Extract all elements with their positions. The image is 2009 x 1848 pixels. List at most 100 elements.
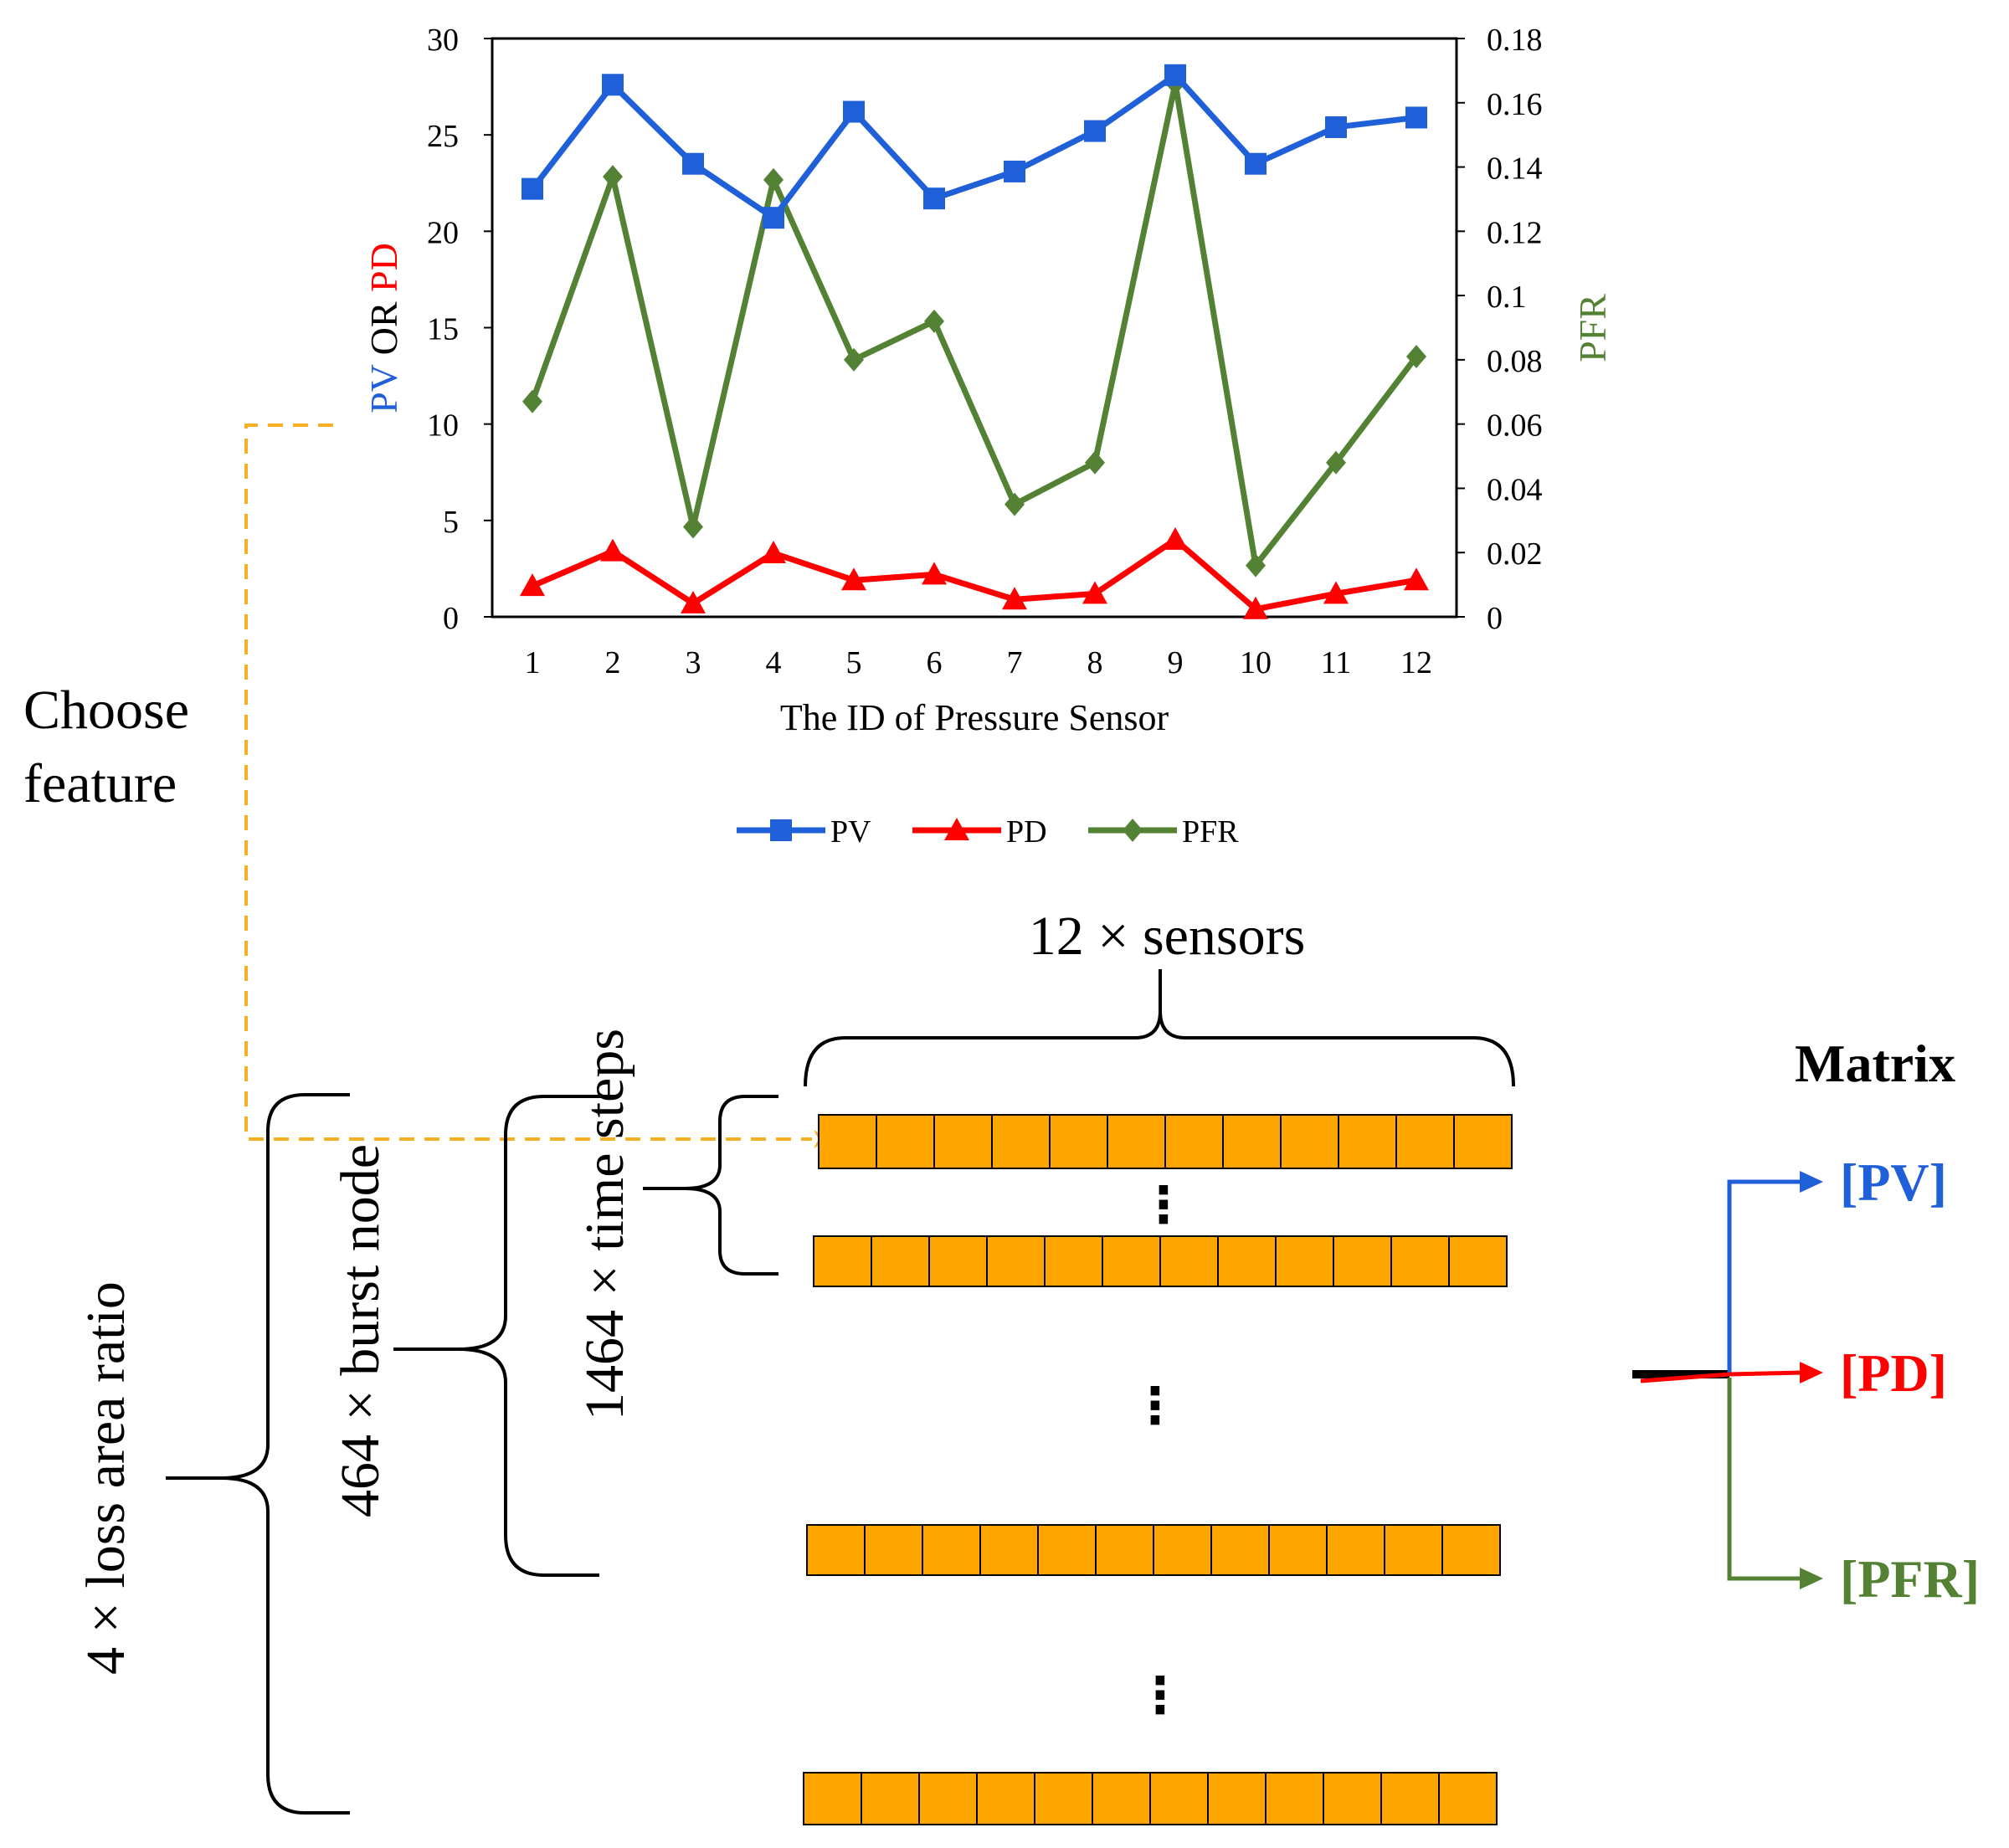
data-point-pfr <box>1085 450 1105 475</box>
left-axis-label: PV OR PD <box>362 243 405 413</box>
data-structure-diagram: Choose feature 12 × sensors 1464 × time … <box>23 424 1980 1825</box>
series-line-pv <box>530 72 1417 221</box>
plot-area-frame <box>491 37 1458 619</box>
data-point-pfr <box>763 167 784 192</box>
matrix-cell <box>876 1114 935 1169</box>
right-axis-ticks: 0 0.02 0.04 0.06 0.08 0.1 0.12 0.14 0.16 0.18 <box>1457 23 1543 636</box>
data-point-pd <box>1404 567 1429 591</box>
loss-area-label: 4 × loss area ratio <box>75 1281 136 1675</box>
x-tick-label: 7 <box>1007 645 1023 680</box>
matrix-cell <box>1049 1114 1108 1169</box>
matrix-cell <box>1268 1524 1328 1576</box>
burst-node-label: 464 × burst node <box>330 1144 391 1517</box>
legend-marker <box>944 818 969 840</box>
legend-item-pfr: PFR <box>1088 814 1239 850</box>
data-point-pd <box>1002 587 1027 610</box>
matrix-cell <box>1095 1524 1154 1576</box>
matrix-cell <box>1275 1235 1334 1287</box>
feature-connector-line <box>244 424 812 1141</box>
data-point-pd <box>761 540 786 563</box>
x-tick-label: 8 <box>1087 645 1103 680</box>
x-tick-label: 3 <box>686 645 701 680</box>
data-point-pv <box>1004 160 1025 182</box>
data-point-pd <box>1323 581 1349 604</box>
time-steps-label: 1464 × time steps <box>574 1029 635 1420</box>
matrix-cell <box>1265 1772 1324 1825</box>
matrix-cell <box>1323 1772 1382 1825</box>
left-tick-label: 15 <box>427 312 459 347</box>
matrix-cell <box>861 1772 920 1825</box>
matrix-cell <box>1441 1524 1501 1576</box>
matrix-row <box>813 1235 1508 1287</box>
matrix-cell <box>928 1235 988 1287</box>
matrix-cell <box>1326 1524 1385 1576</box>
data-point-pfr <box>1246 553 1266 578</box>
matrix-cell <box>1280 1114 1339 1169</box>
output-pfr: [PFR] <box>1840 1549 1980 1609</box>
x-tick-label: 1 <box>525 645 541 680</box>
matrix-cell <box>1438 1772 1498 1825</box>
matrix-cell <box>1102 1235 1161 1287</box>
output-pd: [PD] <box>1840 1343 1947 1403</box>
left-axis-label-part: OR <box>362 292 405 365</box>
x-tick-label: 6 <box>927 645 943 680</box>
matrix-cell <box>1384 1524 1443 1576</box>
choose-feature-label: Choose feature <box>23 680 203 814</box>
matrix-cell <box>1395 1114 1455 1169</box>
x-tick-label: 10 <box>1240 645 1272 680</box>
matrix-title: Matrix <box>1795 1034 1955 1093</box>
matrix-cell <box>1107 1114 1166 1169</box>
matrix-cell <box>1034 1772 1093 1825</box>
left-tick-label: 10 <box>427 408 459 444</box>
data-point-pv <box>682 152 704 175</box>
matrix-cell <box>1164 1114 1224 1169</box>
data-point-pv <box>1405 106 1427 129</box>
legend-item-pd: PD <box>912 814 1047 850</box>
data-point-pd <box>600 538 625 562</box>
right-tick-label: 0.12 <box>1487 215 1543 250</box>
data-point-pv <box>522 177 543 200</box>
matrix-cell <box>803 1772 862 1825</box>
x-tick-label: 5 <box>846 645 862 680</box>
right-tick-label: 0.18 <box>1487 23 1543 58</box>
right-tick-label: 0.08 <box>1487 344 1543 379</box>
x-tick-label: 4 <box>766 645 782 680</box>
data-point-pfr <box>522 389 542 413</box>
chart-legend: PV PD PFR <box>737 814 1239 850</box>
data-point-pfr <box>844 347 864 372</box>
x-tick-label: 11 <box>1321 645 1352 680</box>
matrix-cell <box>1207 1772 1267 1825</box>
choose-feature-line-1: Choose <box>23 680 189 741</box>
left-axis-label-part: PV <box>362 364 405 413</box>
matrix-cell <box>1044 1235 1103 1287</box>
matrix-cell <box>818 1114 877 1169</box>
left-tick-label: 25 <box>427 119 459 154</box>
matrix-cell <box>1037 1524 1097 1576</box>
data-point-pd <box>841 567 866 591</box>
pd-branch-arrowhead <box>1800 1362 1823 1383</box>
matrix-cell <box>1092 1772 1151 1825</box>
right-tick-label: 0.06 <box>1487 408 1543 444</box>
matrix-cell <box>1333 1235 1392 1287</box>
matrix-cell <box>871 1235 930 1287</box>
matrix-cell <box>922 1524 981 1576</box>
data-point-pfr <box>1326 450 1346 475</box>
matrix-cell <box>813 1235 872 1287</box>
matrix-cell <box>1390 1235 1450 1287</box>
left-axis-label-part: PD <box>362 243 405 292</box>
left-tick-label: 30 <box>427 23 459 58</box>
matrix-cell <box>1338 1114 1397 1169</box>
burst-node-brace <box>393 1095 619 1577</box>
legend-label: PD <box>1006 814 1047 850</box>
data-point-pfr <box>1004 492 1025 516</box>
data-point-pfr <box>603 165 623 189</box>
matrix-cell <box>1153 1524 1212 1576</box>
series-pv <box>522 64 1427 229</box>
series-line-pfr <box>529 80 1419 569</box>
matrix-cell <box>991 1114 1051 1169</box>
matrix-row <box>818 1114 1513 1169</box>
matrix-cell <box>806 1524 866 1576</box>
series-pd <box>520 526 1429 619</box>
data-point-pv <box>1245 152 1267 175</box>
